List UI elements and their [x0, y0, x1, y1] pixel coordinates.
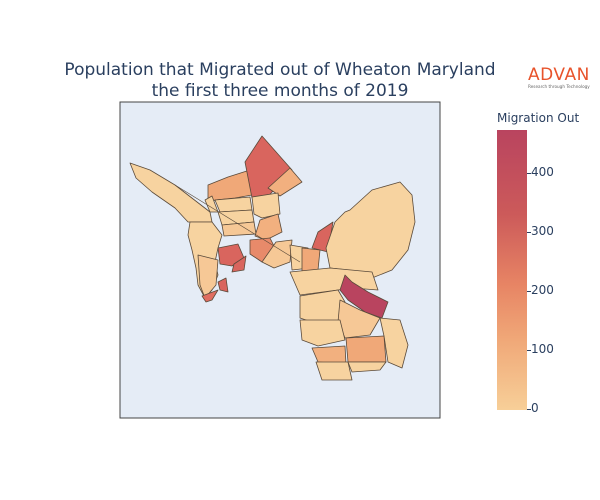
colorbar-tick-200: 200 — [531, 283, 554, 297]
region-south-right — [347, 361, 387, 373]
region-south-bottom — [315, 361, 353, 381]
colorbar-tickmark-400 — [527, 173, 531, 174]
colorbar-tickmark-200 — [527, 291, 531, 292]
colorbar-tick-400: 400 — [531, 165, 554, 179]
colorbar-tick-300: 300 — [531, 224, 554, 238]
region-east-large — [325, 181, 416, 279]
region-south-orange — [345, 335, 387, 363]
region-red-right — [231, 255, 247, 273]
colorbar-tick-100: 100 — [531, 342, 554, 356]
region-sw-tip — [201, 289, 219, 303]
colorbar-tickmark-0 — [527, 409, 531, 410]
chart-title: Population that Migrated out of Wheaton … — [40, 60, 520, 102]
colorbar-tickmark-100 — [527, 350, 531, 351]
region-south-c — [299, 319, 346, 347]
region-west-small — [197, 254, 219, 299]
advan-logo: ADVAN Research through Technology — [528, 66, 598, 89]
colorbar-tick-0: 0 — [531, 401, 539, 415]
region-central-d — [251, 192, 281, 219]
logo-tagline: Research through Technology — [528, 84, 590, 89]
road-line — [174, 184, 301, 263]
region-orange-strip — [301, 247, 321, 273]
colorbar-gradient — [497, 130, 527, 410]
chart-title-line-2: the first three months of 2019 — [151, 81, 409, 101]
region-central-a — [214, 196, 253, 213]
map-regions — [129, 135, 416, 381]
chart-title-line-1: Population that Migrated out of Wheaton … — [64, 60, 496, 80]
region-central-e — [254, 213, 283, 241]
region-small-red — [217, 277, 229, 293]
logo-brand: ADVAN — [528, 65, 590, 85]
colorbar-title: Migration Out — [497, 111, 580, 125]
colorbar-tickmark-300 — [527, 232, 531, 233]
region-central-g — [261, 239, 293, 269]
